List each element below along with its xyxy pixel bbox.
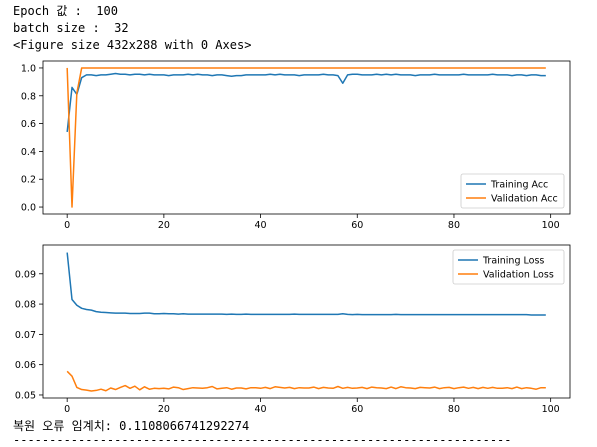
chart-2: 0 20 40 60 80 100 0.05 0.06 0.07 0.08 0.09 Training… <box>15 244 571 415</box>
y-tick-label: 1.0 <box>21 63 36 74</box>
x-tick-label: 100 <box>542 404 560 415</box>
x-tick-label: 100 <box>542 220 560 231</box>
separator-output-line: ----------------------------------------… <box>13 433 512 447</box>
y-tick-label: 0.08 <box>15 300 36 311</box>
x-tick-label: 60 <box>351 220 363 231</box>
x-tick-label: 80 <box>448 220 460 231</box>
legend-entry: Training Loss <box>482 256 544 267</box>
y-tick-label: 0.05 <box>15 390 36 401</box>
series-line-validation-acc <box>66 67 546 208</box>
legend-entry: Validation Loss <box>483 270 554 281</box>
figure-size-output-line: <Figure size 432x288 with 0 Axes> <box>13 38 252 52</box>
legend: Training Acc Validation Acc <box>460 173 565 209</box>
x-tick-label: 20 <box>158 404 170 415</box>
y-tick-label: 0.4 <box>21 147 36 158</box>
series-line-training-loss <box>66 252 546 316</box>
x-tick-label: 20 <box>158 220 170 231</box>
y-tick-label: 0.06 <box>15 360 36 371</box>
batch-size-output-line: batch size : 32 <box>13 21 129 35</box>
legend-entry: Training Acc <box>490 180 548 191</box>
legend-entry: Validation Acc <box>491 194 558 205</box>
threshold-output-line: 복원 오류 임계치: 0.1108066741292274 <box>13 419 250 433</box>
series-line-validation-loss <box>66 370 546 392</box>
x-tick-label: 80 <box>448 404 460 415</box>
plot-frame <box>42 60 571 215</box>
x-tick-label: 60 <box>351 404 363 415</box>
y-tick-label: 0.2 <box>21 175 36 186</box>
y-tick-label: 0.6 <box>21 119 36 130</box>
legend: Training Loss Validation Loss <box>452 249 565 285</box>
x-tick-label: 40 <box>255 220 267 231</box>
plot-frame <box>42 244 571 399</box>
chart-1: 0 20 40 60 80 100 0.0 0.2 0.4 0.6 0.8 1.0 Training A… <box>21 60 571 231</box>
y-tick-label: 0.8 <box>21 91 36 102</box>
x-tick-label: 40 <box>255 404 267 415</box>
y-tick-label: 0.0 <box>21 203 36 214</box>
epoch-output-line: Epoch 값 : 100 <box>13 4 118 18</box>
y-tick-label: 0.09 <box>15 269 36 280</box>
x-tick-label: 0 <box>64 220 70 231</box>
x-tick-label: 0 <box>64 404 70 415</box>
y-tick-label: 0.07 <box>15 330 36 341</box>
legend-box <box>460 173 565 209</box>
legend-box <box>452 249 565 285</box>
series-line-training-acc <box>66 72 546 133</box>
